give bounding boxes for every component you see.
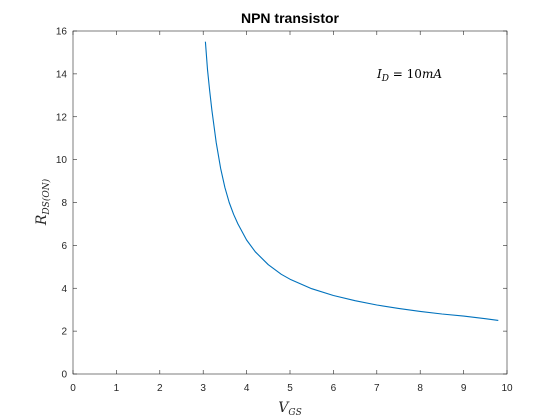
y-axis-label: RDS(ON): [34, 178, 52, 226]
x-tick-label: 3: [200, 383, 206, 394]
x-axis-label-subscript: GS: [288, 408, 301, 418]
x-tick-label: 10: [501, 383, 513, 394]
annotation-unit: mA: [422, 67, 442, 81]
x-axis-label-main: V: [278, 400, 290, 416]
x-tick-label: 9: [461, 383, 467, 394]
y-tick-label: 8: [61, 198, 67, 209]
series-layer: [204, 41, 499, 321]
annotation-equals: =: [389, 67, 407, 81]
y-tick-label: 12: [56, 112, 68, 123]
x-tick-label: 0: [70, 383, 76, 394]
y-tick-label: 6: [61, 241, 67, 252]
annotation-subscript: D: [381, 74, 389, 84]
annotation-value: 10: [407, 67, 422, 81]
x-tick-label: 1: [114, 383, 120, 394]
x-axis-ticks: 0 1 2 3 4 5 6 7 8 9 10: [70, 31, 513, 394]
x-tick-label: 8: [417, 383, 423, 394]
x-axis-label: VGS: [278, 400, 301, 418]
annotation-variable: I: [376, 67, 382, 81]
plot-area: [72, 30, 508, 375]
series-line: [204, 41, 499, 321]
x-tick-label: 4: [244, 383, 250, 394]
x-tick-label: 5: [287, 383, 293, 394]
y-tick-label: 14: [56, 69, 68, 80]
y-tick-label: 2: [61, 327, 67, 338]
y-axis-label-main: R: [34, 214, 50, 226]
x-tick-label: 6: [331, 383, 337, 394]
x-tick-label: 2: [157, 383, 163, 394]
y-axis-label-subscript: DS(ON): [41, 178, 52, 215]
chart-title: NPN transistor: [241, 10, 340, 26]
y-tick-label: 10: [56, 155, 68, 166]
y-axis-ticks: 0 2 4 6 8 10 12 14 16: [56, 27, 507, 381]
y-tick-label: 0: [61, 370, 67, 381]
current-annotation: ID = 10mA: [376, 67, 442, 84]
x-tick-label: 7: [374, 383, 380, 394]
y-tick-label: 16: [56, 27, 68, 38]
y-tick-label: 4: [61, 284, 67, 295]
